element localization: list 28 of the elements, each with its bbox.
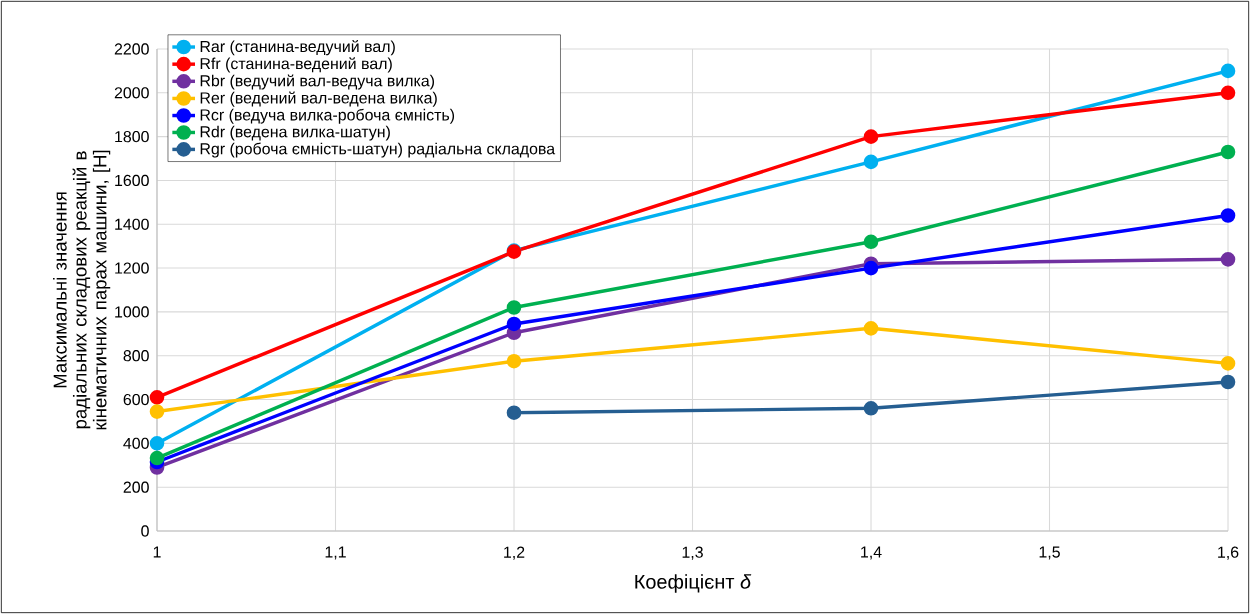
y-tick-label: 1600	[115, 174, 149, 187]
legend-label: Rbr (ведучий вал-ведуча вилка)	[200, 74, 435, 90]
y-tick-label: 1800	[115, 130, 149, 143]
y-tick-label: 1200	[115, 262, 149, 274]
y-tick-label: 0	[141, 525, 149, 537]
legend-label: Rer (ведений вал-ведена вилка)	[200, 91, 437, 107]
y-tick-label: 1400	[115, 218, 149, 230]
x-tick-label: 1,2	[504, 546, 525, 560]
y-tick-label: 800	[123, 350, 149, 362]
legend-label: Rar (станина-ведучий вал)	[200, 40, 395, 56]
legend-label: Rdr (ведена вилка-шатун)	[200, 125, 390, 141]
x-tick-label: 1	[153, 546, 161, 558]
y-tick-label: 2000	[114, 87, 149, 99]
x-tick-label: 1,4	[861, 546, 882, 560]
legend-label: Rfr (станина-ведений вал)	[200, 57, 392, 73]
y-tick-label: 200	[123, 481, 149, 493]
x-tick-label: 1,3	[682, 546, 703, 560]
legend-label: Rcr (ведуча вилка-робоча ємність)	[200, 108, 455, 124]
y-tick-label: 400	[123, 437, 149, 449]
y-tick-label: 1000	[115, 306, 149, 318]
legend-label: Rgr (робоча ємність-шатун) радіальна складова	[200, 142, 556, 158]
x-tick-label: 1,6	[1218, 546, 1239, 560]
y-tick-label: 2200	[114, 43, 149, 55]
x-axis-title: Коефіцієнт δ	[635, 574, 752, 593]
y-axis-title: Максимальні значення радіальних складових реакцій в кінематичних парах машини, [Н]	[53, 150, 111, 430]
x-tick-label: 1,1	[325, 546, 346, 560]
y-tick-label: 600	[123, 393, 149, 406]
x-tick-label: 1,5	[1039, 546, 1060, 560]
